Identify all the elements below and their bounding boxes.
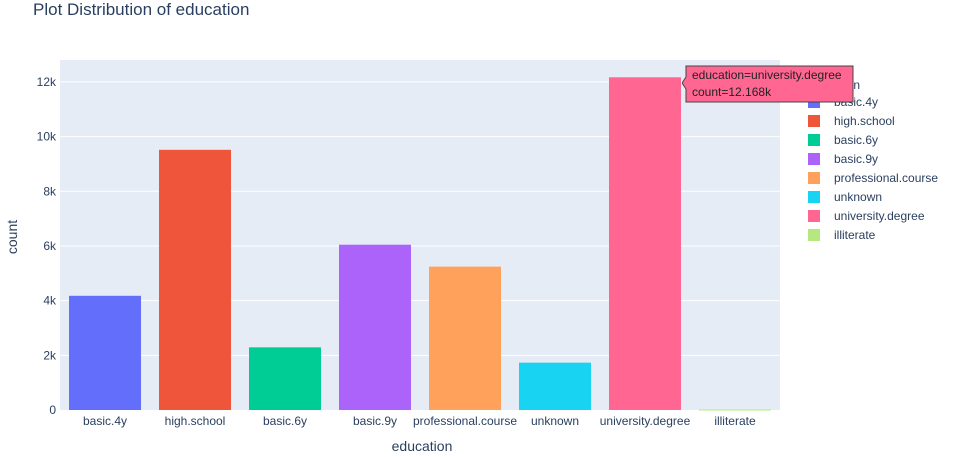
x-tick-label: basic.6y — [263, 414, 307, 428]
chart-title: Plot Distribution of education — [33, 0, 250, 19]
x-tick-label: unknown — [531, 414, 579, 428]
legend-swatch — [808, 114, 820, 127]
y-tick-label: 12k — [37, 75, 57, 89]
x-tick-label: basic.9y — [353, 414, 397, 428]
legend-swatch — [808, 152, 820, 165]
y-axis-label: count — [4, 220, 20, 254]
y-tick-label: 0 — [49, 403, 56, 417]
x-tick-label: basic.4y — [83, 414, 127, 428]
x-tick-label: professional.course — [413, 414, 517, 428]
legend-swatch — [808, 228, 820, 241]
y-tick-label: 6k — [43, 239, 57, 253]
y-tick-label: 8k — [43, 184, 57, 198]
y-tick-label: 2k — [43, 348, 57, 362]
legend-label: basic.6y — [834, 132, 879, 147]
legend-label: basic.4y — [834, 94, 879, 109]
x-tick-label: illiterate — [714, 414, 756, 428]
legend-label: high.school — [834, 113, 895, 128]
legend-item-basic-4y[interactable]: basic.4y — [808, 92, 878, 111]
legend-swatch — [808, 133, 820, 146]
y-tick-label: 4k — [43, 294, 57, 308]
legend-item-university-degree[interactable]: university.degree — [808, 206, 925, 225]
legend-swatch — [808, 190, 820, 203]
legend-item-illiterate[interactable]: illiterate — [808, 225, 875, 244]
legend-swatch — [808, 171, 820, 184]
legend-label: unknown — [834, 189, 883, 204]
legend-label: university.degree — [834, 208, 925, 223]
y-axis-ticks: 0 2k 4k 6k 8k 10k 12k — [37, 75, 57, 417]
bar-professional-course[interactable] — [429, 266, 501, 410]
y-tick-label: 10k — [37, 130, 57, 144]
bar-basic-6y[interactable] — [249, 347, 321, 410]
x-tick-label: high.school — [165, 414, 226, 428]
legend-item-professional-course[interactable]: professional.course — [808, 168, 938, 187]
legend-item-basic-6y[interactable]: basic.6y — [808, 130, 878, 149]
legend-label: professional.course — [834, 170, 939, 185]
legend-label: illiterate — [834, 227, 876, 242]
x-tick-label: university.degree — [600, 414, 691, 428]
bars — [69, 77, 771, 411]
bar-illiterate[interactable] — [699, 409, 771, 411]
bar-university-degree[interactable] — [609, 77, 681, 410]
x-axis-ticks: basic.4y high.school basic.6y basic.9y profe… — [83, 414, 756, 428]
x-axis-label: education — [392, 438, 453, 454]
legend-swatch — [808, 209, 820, 222]
bar-unknown[interactable] — [519, 362, 591, 410]
legend-swatch — [808, 95, 820, 108]
bar-basic-4y[interactable] — [69, 295, 141, 410]
bar-high-school[interactable] — [159, 149, 231, 410]
legend-label: basic.9y — [834, 151, 879, 166]
legend-item-unknown[interactable]: unknown — [808, 187, 882, 206]
legend-item-basic-9y[interactable]: basic.9y — [808, 149, 878, 168]
legend-item-high-school[interactable]: high.school — [808, 111, 895, 130]
bar-basic-9y[interactable] — [339, 244, 411, 410]
